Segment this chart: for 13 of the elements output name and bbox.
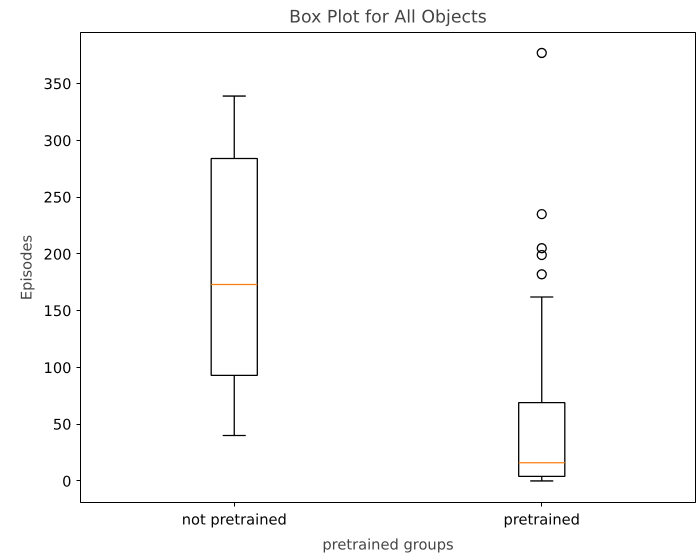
- x-tick-label: pretrained: [504, 512, 580, 528]
- y-tick-label: 250: [44, 190, 72, 207]
- y-tick-label: 100: [44, 360, 72, 377]
- x-tick-label: not pretrained: [182, 512, 287, 528]
- y-axis-title: Episodes: [18, 234, 36, 300]
- y-tick-label: 350: [44, 76, 72, 94]
- chart-title: Box Plot for All Objects: [289, 8, 487, 28]
- y-tick-label: 150: [44, 303, 72, 320]
- x-axis-title: pretrained groups: [322, 536, 454, 554]
- y-tick-label: 300: [44, 132, 72, 150]
- y-tick-label: 50: [52, 416, 72, 434]
- y-tick-label: 0: [62, 473, 72, 490]
- y-tick-label: 200: [44, 246, 72, 264]
